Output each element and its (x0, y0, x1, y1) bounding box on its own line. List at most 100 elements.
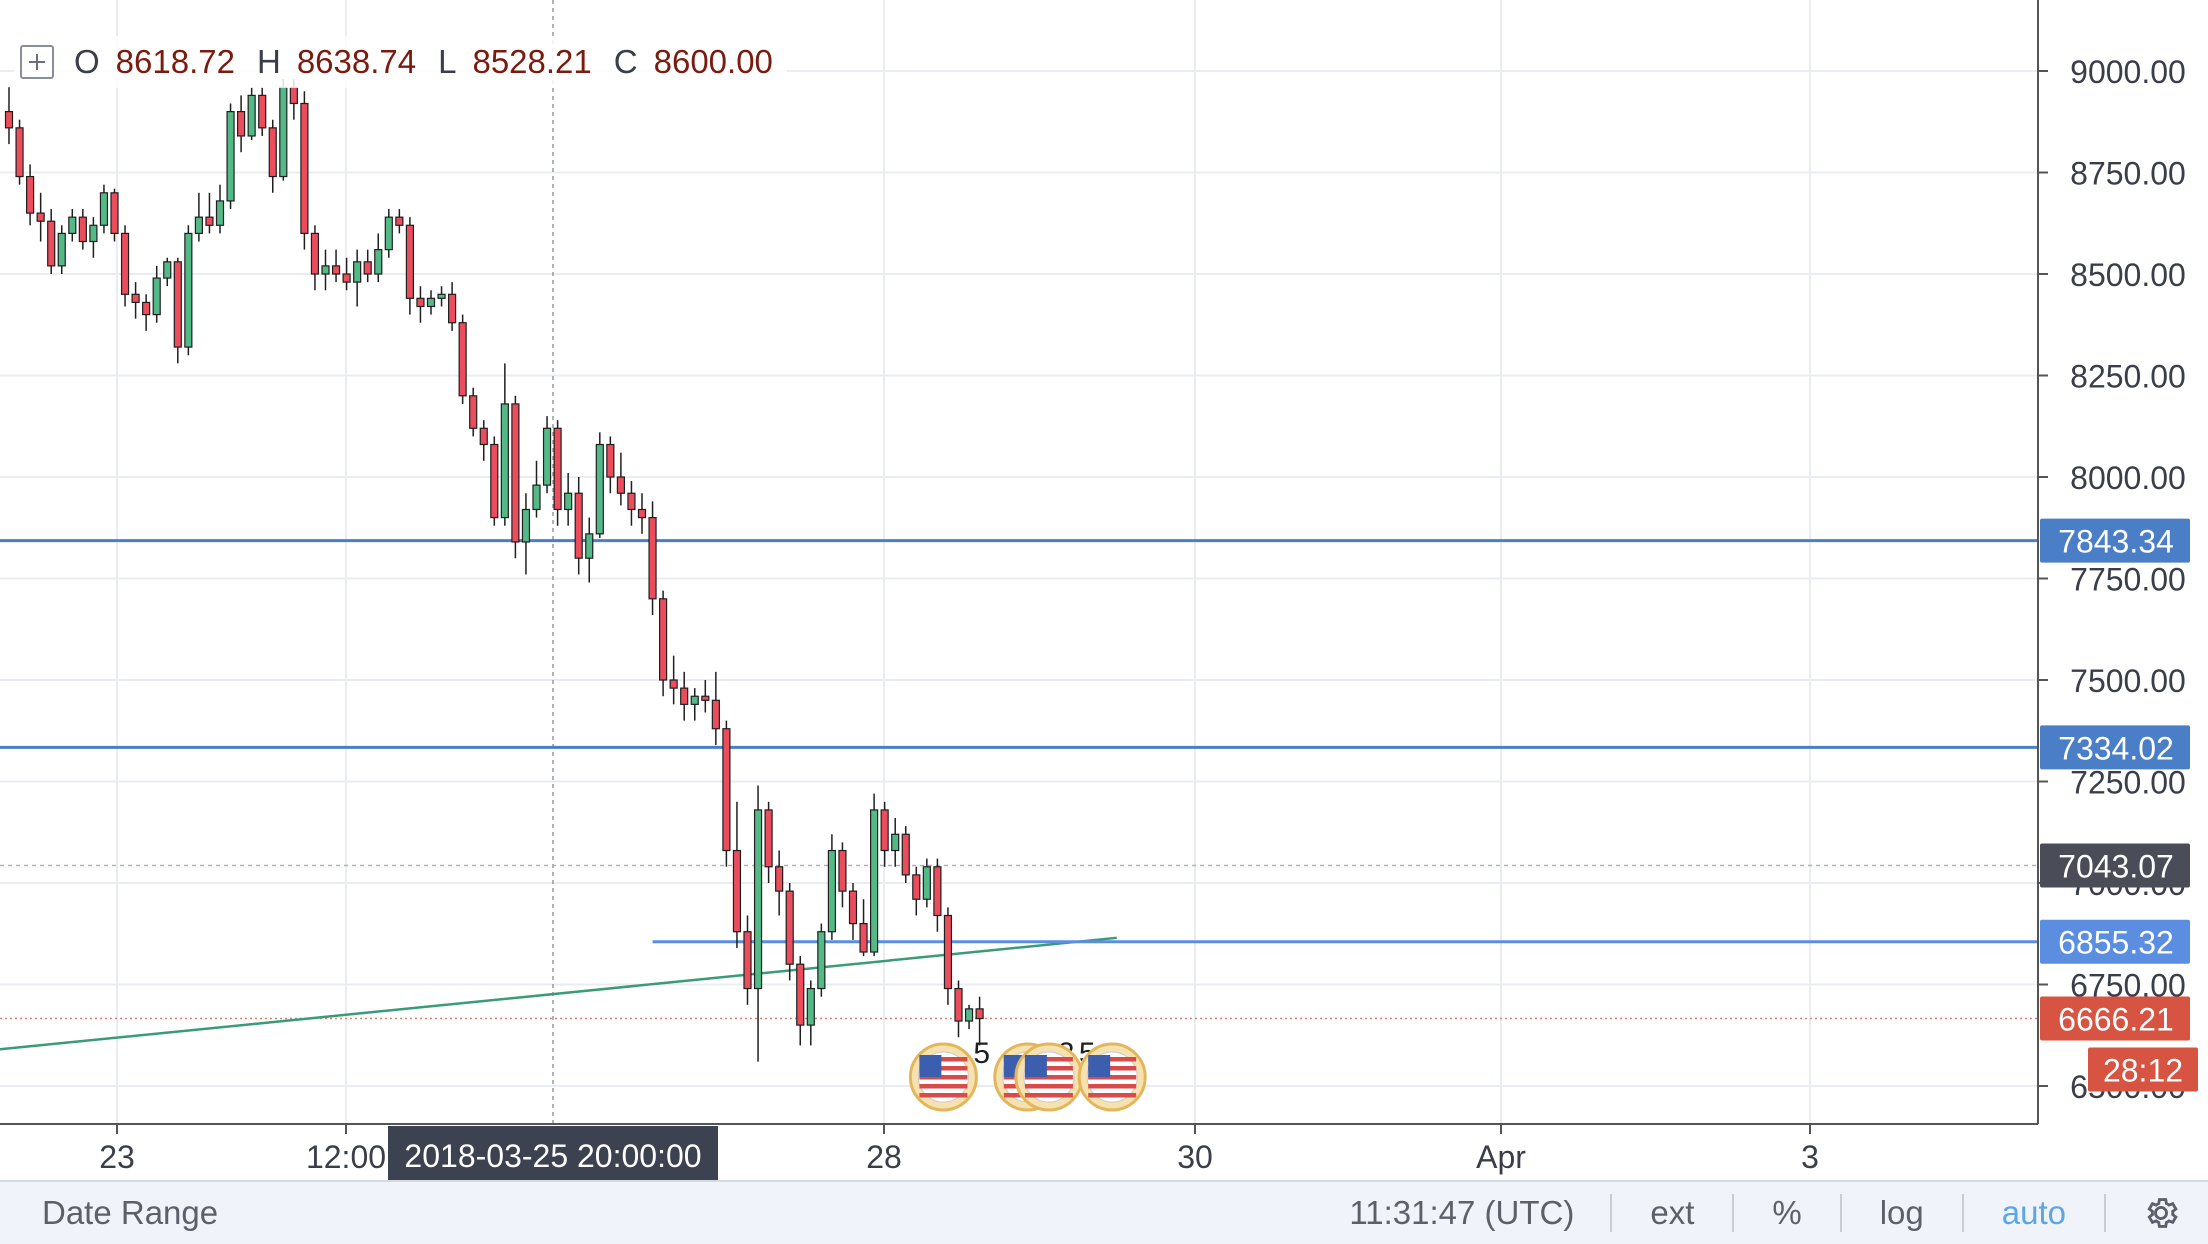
support-trendline[interactable] (0, 936, 1117, 1051)
trendline[interactable] (0, 936, 1117, 1051)
candle[interactable] (416, 286, 425, 323)
candle[interactable] (331, 249, 341, 283)
utc-clock[interactable]: 11:31:47 (UTC) (1349, 1194, 1575, 1231)
candle[interactable] (363, 249, 372, 283)
candle[interactable] (300, 91, 309, 250)
candle[interactable] (838, 842, 847, 908)
candle[interactable] (880, 801, 889, 867)
date-range-button[interactable]: Date Range (42, 1194, 219, 1231)
candle[interactable] (595, 432, 604, 538)
candle[interactable] (47, 209, 56, 274)
candle[interactable] (711, 671, 720, 745)
candle[interactable] (57, 225, 66, 274)
candle[interactable] (764, 801, 773, 883)
candle[interactable] (258, 87, 267, 136)
log-toggle[interactable]: log (1879, 1194, 1924, 1231)
economic-event-marker[interactable]: 5 (908, 1037, 990, 1112)
candle[interactable] (99, 184, 109, 234)
candle[interactable] (943, 907, 953, 1005)
candles[interactable] (4, 79, 984, 1062)
candle[interactable] (4, 87, 14, 145)
candle[interactable] (521, 493, 531, 575)
candle[interactable] (310, 225, 320, 291)
candle[interactable] (532, 460, 541, 518)
candle[interactable] (796, 956, 805, 1046)
candle[interactable] (933, 858, 942, 932)
candle[interactable] (869, 793, 879, 957)
candle[interactable] (975, 996, 984, 1046)
candle[interactable] (173, 257, 182, 364)
candle[interactable] (131, 282, 140, 319)
candle[interactable] (648, 501, 657, 616)
candle[interactable] (574, 477, 583, 575)
candle[interactable] (36, 192, 45, 242)
candle[interactable] (891, 818, 900, 867)
candle[interactable] (606, 436, 615, 494)
gear-icon[interactable] (2106, 1194, 2208, 1232)
horizontal-lines[interactable] (0, 539, 2038, 944)
candle[interactable] (553, 420, 562, 526)
candle[interactable] (163, 257, 172, 287)
candle[interactable] (458, 314, 467, 404)
candle[interactable] (342, 257, 351, 291)
candle[interactable] (775, 850, 784, 916)
candle[interactable] (753, 785, 763, 1062)
candle[interactable] (490, 436, 499, 526)
candle[interactable] (806, 980, 815, 1046)
candle[interactable] (247, 87, 256, 141)
candle[interactable] (26, 164, 35, 226)
candle[interactable] (585, 517, 594, 583)
candle[interactable] (152, 265, 161, 323)
candle[interactable] (616, 452, 626, 506)
candle[interactable] (78, 209, 87, 250)
candle[interactable] (954, 980, 963, 1038)
candle[interactable] (500, 363, 509, 526)
candle[interactable] (374, 233, 383, 283)
candle[interactable] (405, 217, 414, 315)
economic-event-marker[interactable] (1077, 1042, 1147, 1112)
candle[interactable] (722, 720, 731, 867)
candle[interactable] (912, 866, 921, 916)
candle[interactable] (120, 225, 130, 307)
candle[interactable] (817, 923, 826, 997)
candle[interactable] (669, 655, 678, 705)
event-markers[interactable]: 525 (908, 1037, 1147, 1112)
candle[interactable] (226, 103, 235, 210)
candle[interactable] (437, 286, 446, 307)
candle[interactable] (353, 249, 362, 307)
candle[interactable] (658, 590, 668, 697)
candle[interactable] (848, 883, 858, 940)
candle[interactable] (859, 899, 868, 957)
candle[interactable] (785, 883, 794, 981)
candle[interactable] (237, 95, 246, 153)
candle[interactable] (901, 826, 910, 883)
time-axis[interactable]: 23 12:00 28 30 Apr 3 2018-03-25 20:00:00 (99, 1124, 1819, 1180)
candle[interactable] (732, 801, 742, 948)
candle[interactable] (110, 188, 119, 242)
candle[interactable] (680, 671, 689, 721)
candle[interactable] (701, 680, 710, 713)
candle[interactable] (321, 249, 330, 291)
candle[interactable] (690, 688, 699, 721)
candle[interactable] (426, 290, 436, 315)
candle[interactable] (922, 858, 931, 908)
candle[interactable] (564, 472, 573, 526)
candle[interactable] (395, 209, 404, 234)
expand-legend-icon[interactable] (20, 45, 54, 79)
candle[interactable] (194, 192, 203, 242)
candle[interactable] (279, 79, 288, 181)
candle[interactable] (384, 209, 393, 258)
candle[interactable] (268, 119, 277, 193)
candle[interactable] (542, 416, 552, 494)
candlestick-chart[interactable]: 525 9000.00 8750.00 8500.00 8250.00 8000.00 7… (0, 0, 2208, 1180)
candle[interactable] (68, 209, 77, 242)
candle[interactable] (184, 225, 193, 356)
candle[interactable] (511, 395, 520, 559)
candle[interactable] (89, 217, 98, 258)
candle[interactable] (215, 184, 225, 234)
ext-toggle[interactable]: ext (1650, 1194, 1695, 1231)
candle[interactable] (964, 1004, 974, 1030)
candle[interactable] (743, 915, 752, 1005)
candle[interactable] (205, 192, 214, 234)
candle[interactable] (827, 834, 837, 940)
